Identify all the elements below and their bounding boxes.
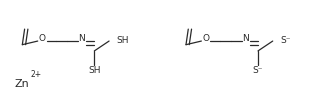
Text: O: O — [38, 34, 45, 43]
Text: N: N — [78, 34, 85, 43]
Text: SH: SH — [88, 66, 101, 75]
Text: S⁻: S⁻ — [280, 36, 291, 45]
Text: O: O — [202, 34, 209, 43]
Text: Zn: Zn — [15, 79, 29, 89]
Text: S⁻: S⁻ — [253, 66, 263, 75]
Text: SH: SH — [117, 36, 129, 45]
Text: 2+: 2+ — [30, 70, 42, 79]
Text: N: N — [242, 34, 249, 43]
